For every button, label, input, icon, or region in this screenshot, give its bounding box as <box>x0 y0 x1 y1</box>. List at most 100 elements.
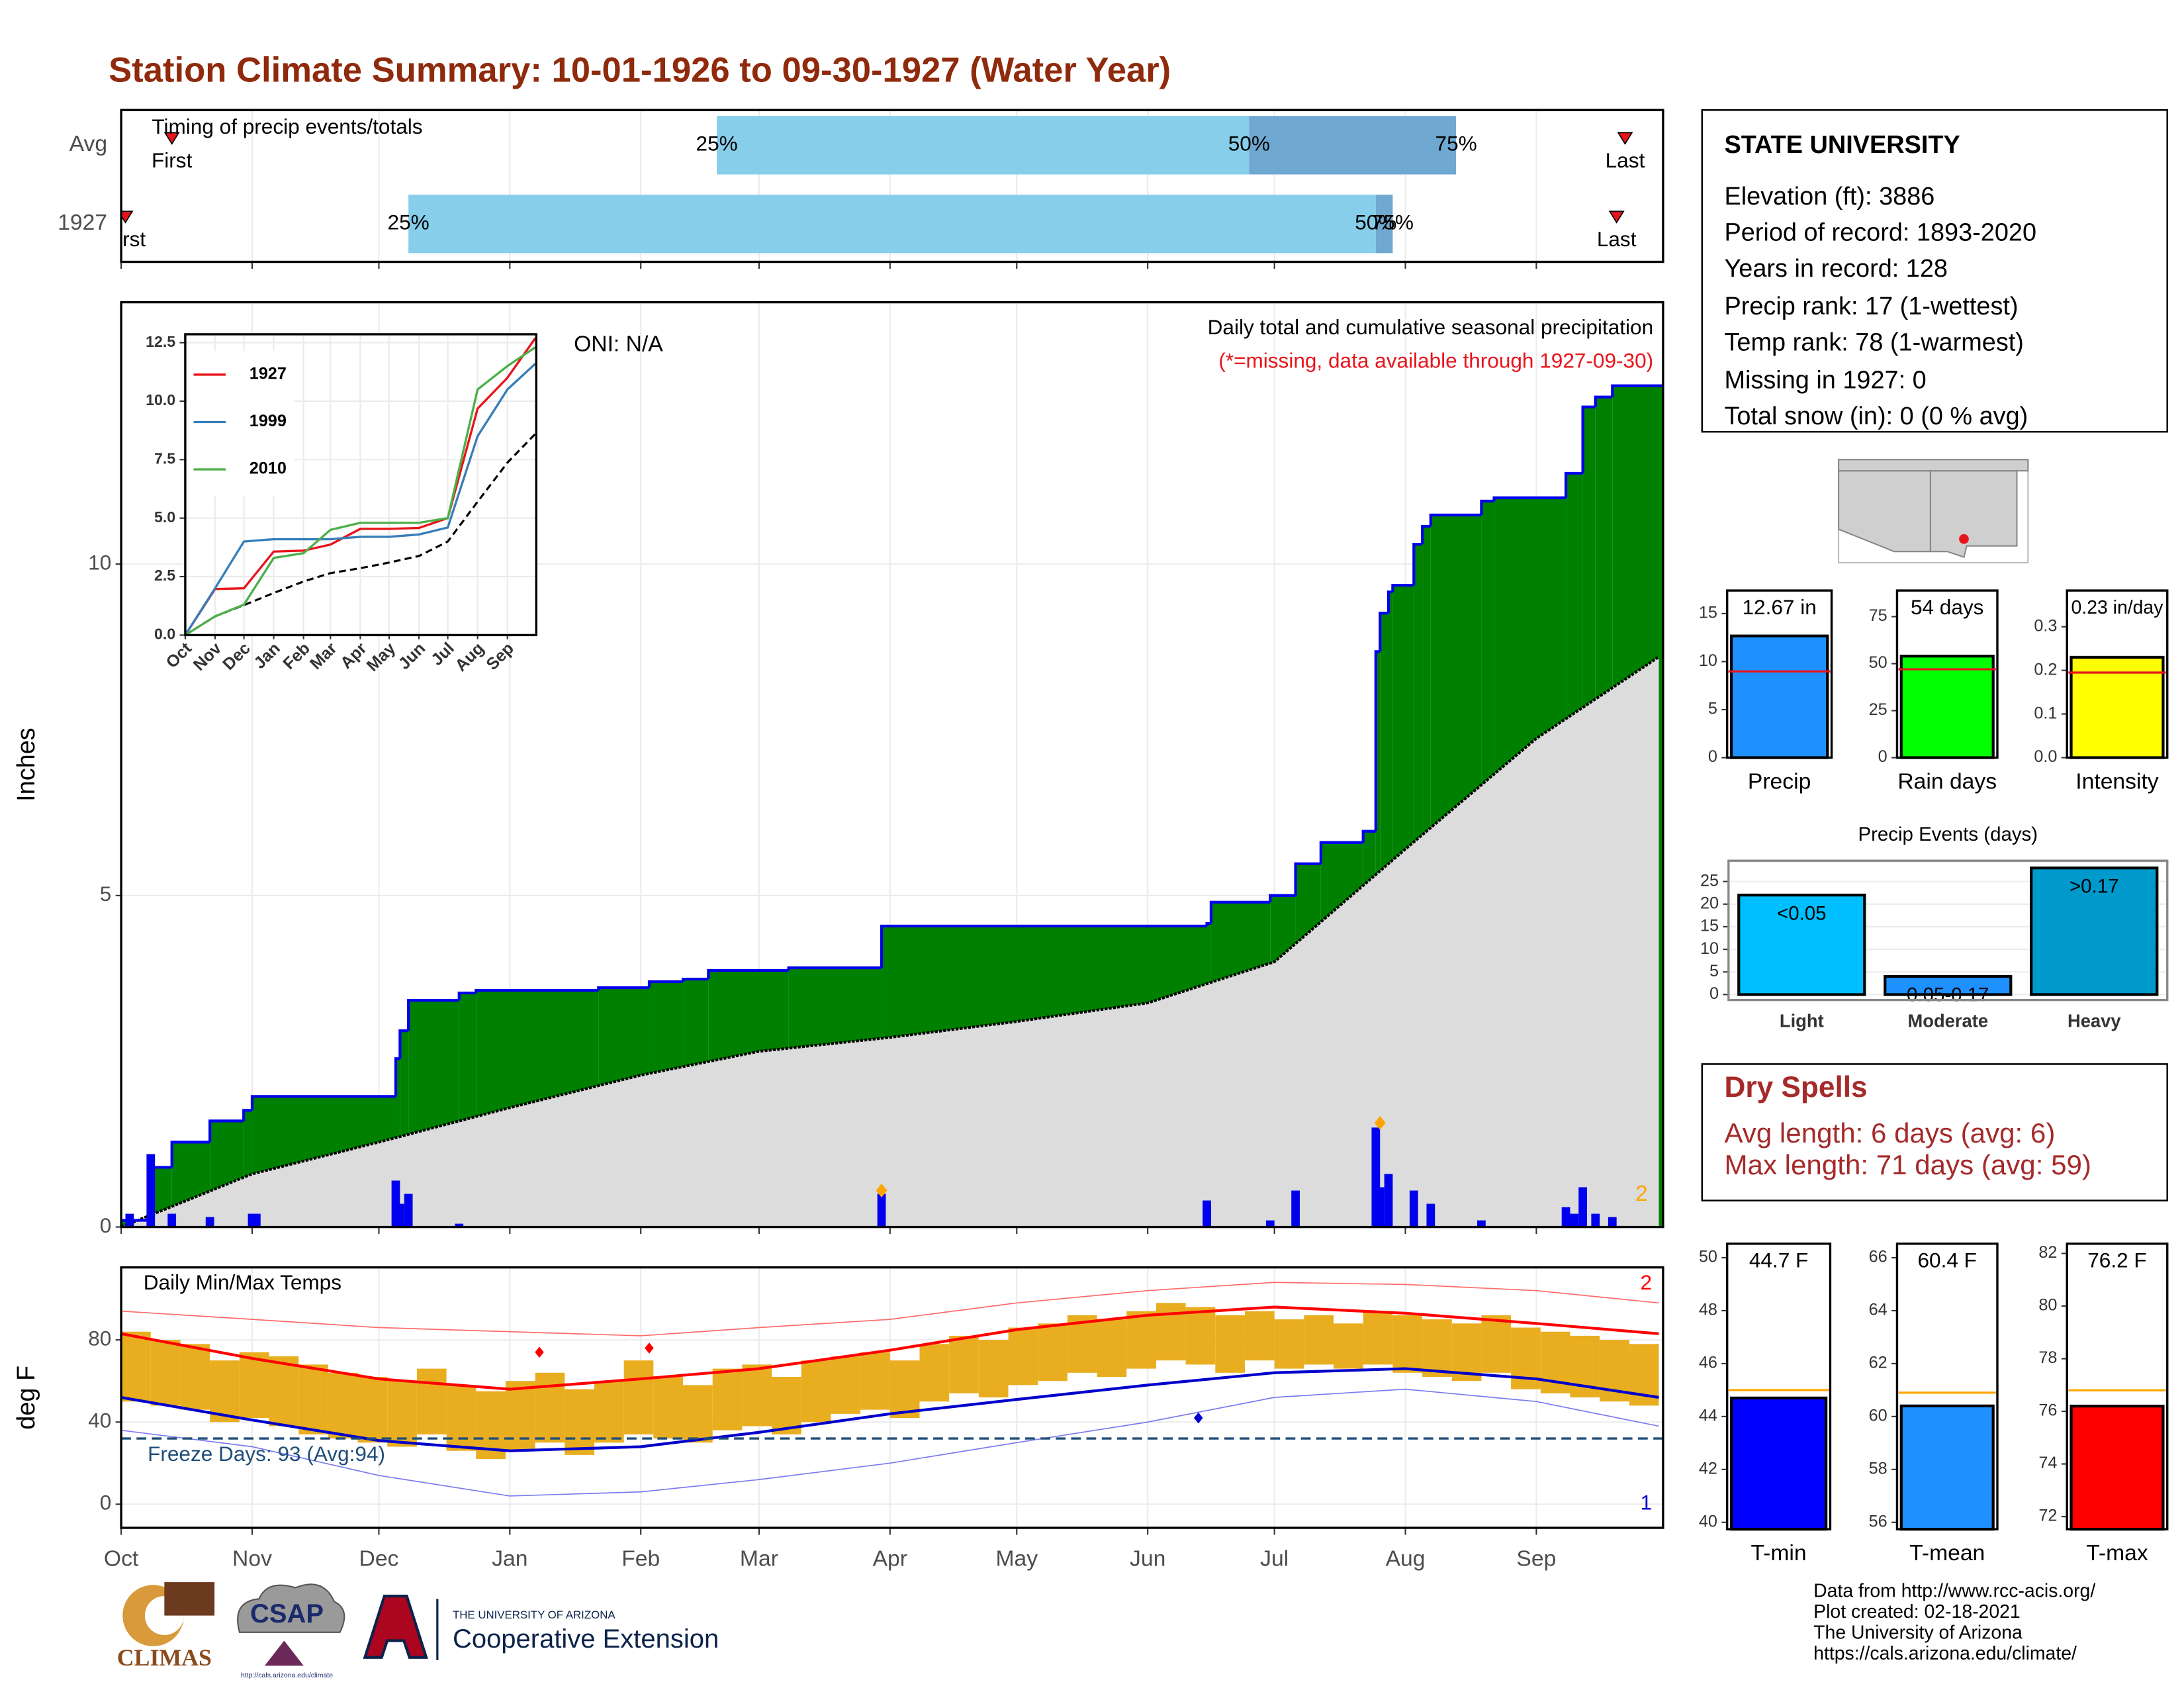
y-tick-label: 64 <box>1869 1301 1888 1319</box>
logo-shape <box>363 1595 428 1659</box>
logo-text: CLIMAS <box>117 1644 212 1671</box>
x-tick-label: Jul <box>1260 1546 1289 1571</box>
category-label: Heavy <box>2068 1011 2121 1031</box>
y-tick-label: 72 <box>2038 1507 2057 1525</box>
y-tick-label: 0 <box>1878 747 1888 766</box>
series-line <box>184 337 537 636</box>
cumulative-line <box>1581 405 1596 473</box>
temp-range-bar <box>328 1372 358 1439</box>
temp-range-bar <box>742 1364 772 1427</box>
panel-frame <box>1895 589 1999 759</box>
temp-range-bar <box>919 1344 950 1402</box>
y-tick-label: 0 <box>1708 747 1717 766</box>
cumulative-line <box>1374 650 1381 831</box>
y-tick-label: 44 <box>1699 1407 1717 1425</box>
x-tick-label: Aug <box>1386 1546 1426 1571</box>
temp-range-bar <box>121 1331 151 1402</box>
daily-precip-bar <box>1409 1190 1418 1227</box>
panel-frame <box>1726 589 1833 759</box>
y-tick-label: 62 <box>1869 1354 1888 1372</box>
panel-title: Timing of precip events/totals <box>152 115 422 138</box>
average-area <box>121 657 1659 1227</box>
locator-map <box>1838 459 2029 564</box>
credit-line: https://cals.arizona.edu/climate/ <box>1813 1643 2077 1664</box>
y-tick-label: 5 <box>1709 962 1719 980</box>
x-tick-label: Jan <box>492 1546 527 1571</box>
cumulative-line <box>170 1141 210 1168</box>
y-tick-label: 25 <box>1700 871 1719 890</box>
y-tick-label: 60 <box>1869 1407 1888 1425</box>
cumulative-line <box>1429 513 1482 527</box>
cumulative-line <box>1387 590 1393 614</box>
x-tick-label: Feb <box>621 1546 660 1571</box>
bin-label: <0.05 <box>1777 902 1827 924</box>
percentile-label: 25% <box>696 132 738 156</box>
bar <box>2070 1405 2165 1531</box>
timing-bar-late <box>1249 116 1457 175</box>
logo-text: THE UNIVERSITY OF ARIZONA <box>453 1609 615 1621</box>
percentile-label: 75% <box>1435 132 1477 156</box>
y-tick-label: 5 <box>1708 700 1717 718</box>
series-line <box>185 346 536 636</box>
daily-precip-bar <box>395 1203 404 1227</box>
temp-range-bar <box>1481 1315 1512 1373</box>
category-label: Light <box>1780 1011 1824 1031</box>
page-title: Station Climate Summary: 10-01-1926 to 0… <box>109 50 1171 89</box>
cumulative-line <box>1480 499 1494 516</box>
annotation: Freeze Days: 93 (Avg:94) <box>148 1442 385 1466</box>
cumulative-line <box>1379 612 1388 652</box>
record-high-marker <box>535 1346 544 1358</box>
logo-shape <box>264 1640 304 1666</box>
daily-precip-bar <box>1570 1213 1579 1227</box>
value-label: 44.7 F <box>1749 1248 1808 1272</box>
cumulative-line <box>1564 471 1583 498</box>
temp-range-bar <box>1185 1307 1216 1365</box>
temp-range-bar <box>801 1360 831 1423</box>
temp-range-bar <box>1097 1319 1127 1377</box>
y-tick-label: 80 <box>88 1326 111 1350</box>
category-label: Rain days <box>1897 769 1997 794</box>
temp-range-bar <box>150 1340 181 1406</box>
panel-frame <box>184 333 537 637</box>
record-high-marker <box>645 1342 654 1354</box>
temp-range-bar <box>180 1344 210 1410</box>
daily-precip-bar <box>1578 1187 1587 1227</box>
y-tick-label: 0.0 <box>2034 747 2057 766</box>
daily-precip-bar <box>1426 1203 1435 1227</box>
cumulative-line <box>1269 894 1296 902</box>
station-line: Period of record: 1893-2020 <box>1724 218 2036 246</box>
temp-range-bar <box>565 1389 594 1455</box>
row-label: 1927 <box>58 211 107 235</box>
y-tick-label: 50 <box>1869 653 1888 672</box>
cumulative-line <box>1205 921 1211 926</box>
value-label: 54 days <box>1911 595 1984 619</box>
station-location <box>1959 534 1969 544</box>
dry-spells-box <box>1701 1063 2169 1201</box>
cumulative-line <box>1294 862 1321 896</box>
logo-text: Cooperative Extension <box>453 1624 719 1654</box>
y-tick-label: 10.0 <box>146 391 175 408</box>
y-axis-label: Inches <box>13 727 40 802</box>
temp-range-bar <box>1008 1327 1038 1385</box>
logo-shape <box>237 1583 345 1633</box>
panel-frame <box>1895 1243 1999 1530</box>
y-tick-label: 0.2 <box>2034 660 2057 679</box>
cumulative-line <box>398 1029 409 1059</box>
value-label: 12.67 in <box>1742 595 1816 619</box>
percentile-label: 50% <box>1228 132 1270 156</box>
daily-precip-bar <box>404 1194 413 1227</box>
timing-bar-early <box>408 195 1376 254</box>
station-line: Total snow (in): 0 (0 % avg) <box>1724 402 2028 430</box>
credit-line: Plot created: 02-18-2021 <box>1813 1601 2021 1622</box>
temp-range-bar <box>505 1381 535 1451</box>
station-line: Precip rank: 17 (1-wettest) <box>1724 293 2018 320</box>
logo-text: CSAP <box>250 1599 324 1628</box>
daily-precip-bar <box>1375 1187 1385 1227</box>
cumulative-line <box>1361 829 1376 843</box>
y-axis-label: deg F <box>13 1366 40 1430</box>
record-max-line <box>121 1282 1659 1336</box>
daily-precip-bar <box>1203 1200 1211 1227</box>
dry-spells-line: Max length: 71 days (avg: 59) <box>1724 1149 2091 1180</box>
